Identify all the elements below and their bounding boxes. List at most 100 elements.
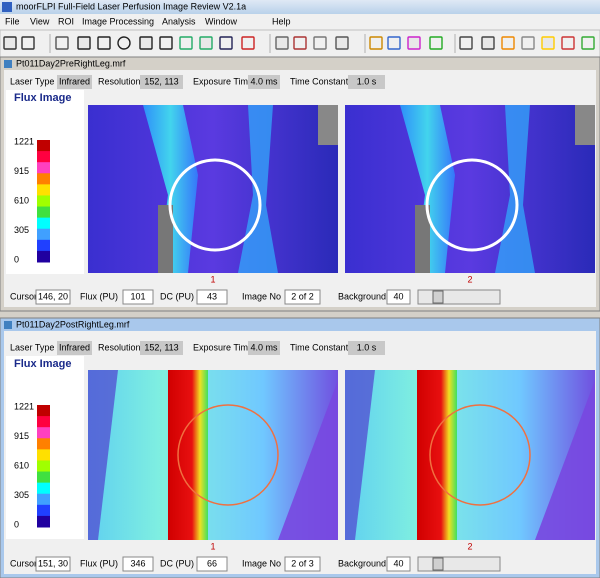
menu-item[interactable]: Image Processing (82, 16, 154, 26)
status-label: Background (338, 558, 386, 568)
toolbar-button[interactable] (159, 36, 173, 50)
info-value-box (140, 341, 183, 355)
toolbar-button[interactable] (293, 36, 307, 50)
status-label: Image No (242, 558, 281, 568)
status-label: Cursor (10, 558, 37, 568)
info-label: Resolution (98, 76, 141, 86)
toolbar-button[interactable] (387, 36, 401, 50)
toolbar-button[interactable] (97, 36, 111, 50)
info-label: Resolution (98, 342, 141, 352)
menu-item[interactable]: ROI (58, 16, 74, 26)
color-scale-swatch (37, 449, 50, 461)
scale-label: 305 (14, 225, 29, 235)
toolbar-button[interactable] (369, 36, 383, 50)
info-label: Laser Type (10, 76, 54, 86)
toolbar-button[interactable] (561, 36, 575, 50)
color-scale-swatch (37, 405, 50, 417)
status-label: Background (338, 291, 386, 301)
toolbar-button[interactable] (241, 36, 255, 50)
menu-item[interactable]: Help (272, 16, 291, 26)
toolbar-button[interactable] (139, 36, 153, 50)
perfusion-image (345, 105, 595, 273)
window-icon (4, 60, 12, 68)
toolbar-button[interactable] (521, 36, 535, 50)
info-value: 1.0 s (357, 342, 377, 352)
menu-item[interactable]: Window (205, 16, 238, 26)
toolbar-button[interactable] (117, 36, 131, 50)
scale-label: 915 (14, 166, 29, 176)
status-value: 40 (393, 291, 403, 301)
legend-title: Flux Image (14, 92, 71, 104)
toolbar-button[interactable] (459, 36, 473, 50)
image-label: 1 (210, 541, 215, 551)
status-label: DC (PU) (160, 291, 194, 301)
toolbar-button[interactable] (275, 36, 289, 50)
status-value: 151, 30 (38, 558, 68, 568)
image-region (278, 380, 338, 540)
status-label: Flux (PU) (80, 291, 118, 301)
color-scale-swatch (37, 173, 50, 185)
scrollbar-thumb[interactable] (432, 290, 444, 304)
scrollbar[interactable] (417, 289, 501, 305)
toolbar-button[interactable] (581, 36, 595, 50)
roi-circle (168, 158, 262, 252)
color-scale-swatch (37, 239, 50, 252)
image-label: 2 (467, 541, 472, 551)
info-value: 1.0 s (357, 76, 377, 86)
scale-label: 610 (14, 460, 29, 470)
status-label: Cursor (10, 291, 37, 301)
image-mask (415, 205, 430, 273)
toolbar-button[interactable] (21, 36, 35, 50)
window-icon (4, 321, 12, 329)
legend-title: Flux Image (14, 358, 71, 370)
toolbar-button[interactable] (179, 36, 193, 50)
status-value-box (386, 289, 411, 305)
info-value-box (348, 341, 385, 355)
info-label: Laser Type (10, 342, 54, 352)
info-value-box (348, 75, 385, 89)
color-scale-swatch (37, 438, 50, 450)
menu-item[interactable]: File (5, 16, 20, 26)
toolbar-button[interactable] (77, 36, 91, 50)
color-scale-swatch (37, 460, 50, 473)
info-value: 152, 113 (144, 342, 178, 352)
status-value-box (386, 556, 411, 572)
menu-item[interactable]: View (30, 16, 50, 26)
color-scale-swatch (37, 151, 50, 163)
app-title: moorFLPI Full-Field Laser Perfusion Imag… (16, 1, 246, 11)
toolbar-button[interactable] (3, 36, 17, 50)
image-background (88, 105, 338, 273)
scrollbar[interactable] (417, 556, 501, 572)
toolbar-button[interactable] (501, 36, 515, 50)
toolbar-button[interactable] (55, 36, 69, 50)
app-icon (2, 2, 12, 12)
info-value: 4.0 ms (250, 342, 278, 352)
window-title: Pt011Day2PreRightLeg.mrf (16, 58, 126, 68)
status-value: 146, 20 (38, 291, 68, 301)
toolbar-button[interactable] (335, 36, 349, 50)
info-value-box (57, 75, 92, 89)
toolbar-button[interactable] (429, 36, 443, 50)
image-region (168, 370, 208, 540)
scale-label: 0 (14, 519, 19, 529)
color-scale-swatch (37, 493, 50, 506)
image-mask (575, 105, 595, 145)
toolbar-button[interactable] (199, 36, 213, 50)
toolbar-button[interactable] (313, 36, 327, 50)
toolbar-button[interactable] (219, 36, 233, 50)
color-scale-swatch (37, 184, 50, 196)
toolbar-button[interactable] (481, 36, 495, 50)
document-window: Pt011Day2PreRightLeg.mrf Laser Type Infrar… (0, 56, 600, 312)
image-region (88, 370, 118, 540)
menu-item[interactable]: Analysis (162, 16, 196, 26)
status-value-box (196, 289, 228, 305)
image-mask (158, 205, 173, 273)
status-value: 101 (130, 291, 145, 301)
status-value-box (196, 556, 228, 572)
toolbar-button[interactable] (541, 36, 555, 50)
toolbar-button[interactable] (407, 36, 421, 50)
status-value-box (35, 289, 71, 305)
scrollbar-thumb[interactable] (432, 557, 444, 571)
scale-label: 0 (14, 254, 19, 264)
